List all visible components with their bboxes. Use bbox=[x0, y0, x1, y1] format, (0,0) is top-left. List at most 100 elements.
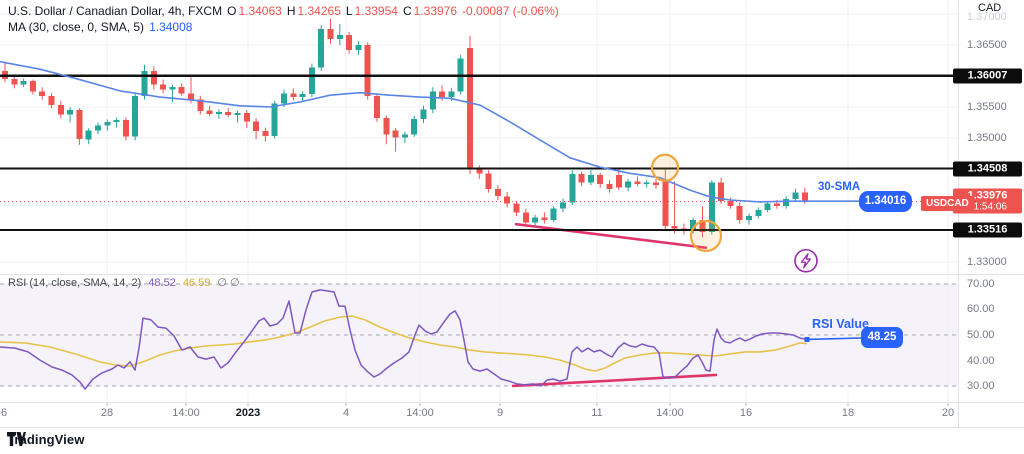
ohlc-low: L 1.33954 bbox=[345, 4, 398, 18]
rsi-axis-label: 70.00 bbox=[967, 277, 995, 290]
candle bbox=[346, 35, 353, 50]
price-axis-border bbox=[958, 0, 959, 428]
candle bbox=[532, 217, 539, 223]
candle bbox=[262, 131, 269, 137]
time-axis-label: 28 bbox=[100, 407, 114, 419]
candle bbox=[374, 95, 380, 119]
candle bbox=[122, 120, 129, 137]
rsi-callout-line bbox=[806, 337, 862, 341]
candle bbox=[169, 87, 176, 90]
symbol-flag-badge[interactable]: USDCAD bbox=[921, 196, 974, 211]
candle bbox=[783, 198, 790, 207]
candle bbox=[522, 212, 529, 223]
candle bbox=[541, 217, 548, 220]
candle bbox=[271, 103, 278, 137]
candle bbox=[85, 130, 92, 140]
candle bbox=[513, 203, 520, 213]
candle bbox=[550, 208, 557, 220]
candle bbox=[634, 181, 641, 184]
time-axis-label: 11 bbox=[591, 407, 603, 419]
tradingview-logo-text: TradingView bbox=[7, 432, 85, 447]
candle bbox=[578, 174, 585, 183]
time-axis-label: 2023 bbox=[235, 407, 261, 419]
price-axis-label: 1.33000 bbox=[967, 256, 1007, 268]
candle bbox=[234, 113, 241, 116]
candle bbox=[299, 94, 306, 98]
candle bbox=[113, 120, 120, 122]
candle bbox=[57, 105, 64, 115]
candle bbox=[718, 182, 725, 202]
candle bbox=[429, 91, 436, 110]
candle bbox=[206, 110, 213, 114]
rsi-callout-dot[interactable] bbox=[804, 336, 810, 342]
candle bbox=[11, 79, 18, 85]
candle bbox=[690, 219, 697, 231]
rsi-ma-line[interactable] bbox=[0, 315, 808, 372]
ohlc-high: H 1.34265 bbox=[286, 4, 341, 18]
rsi-ma-legend-value: 46.59 bbox=[182, 277, 211, 289]
time-axis-label: 18 bbox=[841, 407, 855, 419]
time-axis-label: 6 bbox=[0, 407, 8, 419]
rsi-trendline[interactable] bbox=[511, 373, 718, 388]
chart-canvas[interactable] bbox=[0, 0, 1024, 430]
rsi-legend[interactable]: RSI (14, close, SMA, 14, 2) 48.52 46.59 … bbox=[8, 276, 240, 289]
time-axis-label: 14:00 bbox=[656, 407, 684, 419]
candle bbox=[188, 93, 194, 100]
symbol-title[interactable]: U.S. Dollar / Canadian Dollar, 4h, FXCM bbox=[8, 4, 223, 18]
candle bbox=[467, 48, 473, 169]
price-trendline[interactable] bbox=[514, 222, 708, 250]
candles[interactable] bbox=[2, 19, 808, 238]
candle bbox=[653, 182, 659, 186]
candle bbox=[290, 93, 297, 98]
candle bbox=[587, 175, 594, 183]
candle bbox=[48, 95, 55, 106]
highlight-circle[interactable] bbox=[650, 153, 680, 182]
price-axis-label: 1.35500 bbox=[967, 101, 1007, 113]
candle bbox=[281, 93, 287, 104]
candle bbox=[504, 196, 511, 204]
bar-countdown: 01:54:06 bbox=[968, 201, 1007, 213]
time-axis-label: 14:00 bbox=[172, 407, 200, 419]
candle bbox=[178, 87, 185, 94]
price-level-badge[interactable]: 1.33516 bbox=[953, 222, 1022, 238]
price-axis-label: 1.36500 bbox=[967, 39, 1007, 51]
ma-legend-label: MA (30, close, 0, SMA, 5) bbox=[8, 20, 145, 34]
footer-border bbox=[0, 427, 1024, 428]
ma-legend[interactable]: MA (30, close, 0, SMA, 5) 1.34008 bbox=[8, 20, 192, 34]
rsi-value-badge[interactable]: 48.25 bbox=[861, 327, 903, 348]
rsi-legend-value: 48.52 bbox=[148, 277, 176, 289]
rsi-band bbox=[0, 283, 958, 387]
tradingview-logo[interactable]: TradingView bbox=[7, 432, 84, 447]
price-level-badge[interactable]: 1.34508 bbox=[953, 161, 1022, 176]
candle bbox=[392, 130, 399, 138]
candle bbox=[755, 209, 762, 217]
candle bbox=[773, 203, 780, 207]
candle bbox=[215, 112, 222, 114]
sma-value-badge[interactable]: 1.34016 bbox=[859, 191, 912, 212]
candle bbox=[448, 91, 455, 98]
candle bbox=[699, 219, 706, 233]
candle bbox=[476, 169, 483, 174]
candle bbox=[39, 91, 46, 96]
price-level-badge[interactable]: 1.36007 bbox=[953, 68, 1022, 84]
ma30-line[interactable] bbox=[0, 60, 860, 203]
rsi-line[interactable] bbox=[0, 289, 808, 390]
candle bbox=[308, 67, 315, 94]
pane-separator[interactable] bbox=[0, 274, 1024, 275]
candle bbox=[20, 81, 27, 85]
symbol-legend[interactable]: U.S. Dollar / Canadian Dollar, 4h, FXCM … bbox=[8, 4, 559, 18]
rsi-legend-label: RSI (14, close, SMA, 14, 2) bbox=[8, 277, 142, 289]
flash-icon[interactable] bbox=[794, 248, 818, 273]
candle bbox=[150, 71, 157, 85]
candle bbox=[29, 81, 36, 92]
candle bbox=[708, 182, 715, 233]
candle bbox=[95, 125, 101, 131]
candle bbox=[327, 28, 334, 39]
candle bbox=[141, 71, 148, 96]
candle bbox=[746, 216, 752, 220]
lightning-bolt-icon bbox=[800, 253, 811, 269]
candle bbox=[336, 35, 343, 39]
candle bbox=[225, 112, 232, 116]
highlight-circle[interactable] bbox=[689, 219, 723, 253]
